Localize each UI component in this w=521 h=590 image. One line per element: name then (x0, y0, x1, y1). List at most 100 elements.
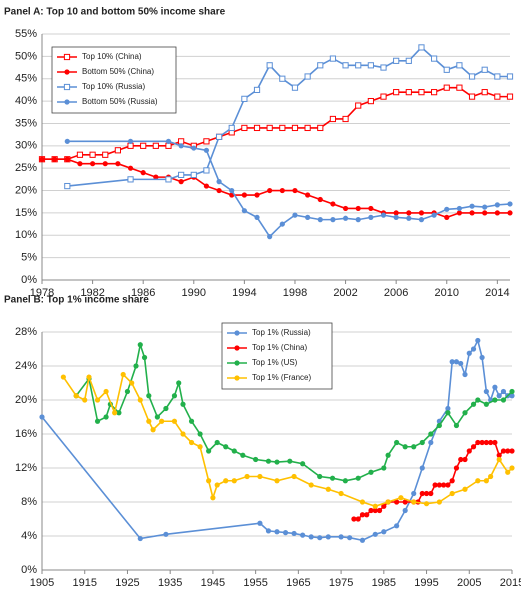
marker (355, 102, 362, 109)
marker (419, 490, 425, 497)
marker (355, 62, 362, 69)
marker (492, 439, 498, 446)
marker (456, 210, 463, 216)
marker (300, 532, 306, 538)
marker (274, 478, 280, 484)
marker (153, 174, 159, 180)
marker (406, 215, 412, 221)
marker (64, 182, 71, 190)
marker (291, 530, 297, 537)
x-tick-label: 2006 (384, 287, 408, 299)
marker (364, 512, 370, 518)
marker (216, 187, 222, 194)
marker (317, 217, 323, 223)
marker (359, 512, 366, 518)
x-tick-label: 1975 (329, 577, 353, 589)
marker (116, 410, 122, 416)
marker (266, 124, 273, 132)
marker (466, 350, 472, 356)
marker (163, 531, 169, 537)
marker (304, 73, 311, 80)
marker (494, 73, 501, 80)
x-tick-label: 1925 (115, 577, 139, 589)
marker (428, 439, 434, 446)
marker (500, 448, 507, 454)
marker (393, 214, 399, 220)
marker (483, 401, 489, 407)
marker (102, 161, 108, 167)
marker (431, 212, 437, 218)
marker (507, 210, 513, 216)
y-tick-label: 12% (15, 462, 37, 474)
y-tick-label: 20% (15, 394, 37, 406)
marker (114, 147, 121, 154)
marker (178, 143, 184, 149)
x-tick-label: 1990 (182, 287, 206, 299)
marker (381, 503, 387, 509)
marker (475, 478, 481, 484)
marker (329, 55, 337, 62)
marker (492, 397, 498, 403)
marker (254, 192, 260, 198)
marker (253, 124, 261, 132)
marker (292, 212, 298, 218)
marker (191, 145, 197, 151)
marker (120, 371, 126, 378)
x-tick-label: 1965 (286, 577, 310, 589)
x-tick-label: 2010 (435, 287, 459, 299)
marker (152, 142, 159, 149)
marker (380, 212, 387, 218)
marker (165, 176, 172, 183)
marker (203, 138, 210, 145)
marker (368, 214, 374, 220)
marker (317, 62, 324, 69)
marker (402, 499, 408, 505)
marker (445, 405, 451, 412)
marker (481, 89, 488, 96)
marker (133, 363, 139, 369)
x-tick-label: 1986 (131, 287, 155, 299)
marker (367, 62, 374, 69)
panel-title: Panel B: Top 1% income share (4, 295, 149, 306)
x-tick-label: 1945 (201, 577, 225, 589)
y-tick-label: 5% (21, 252, 37, 264)
marker (449, 478, 455, 484)
marker (372, 531, 378, 537)
marker (393, 210, 399, 216)
marker (89, 161, 96, 167)
marker (176, 380, 182, 386)
marker (359, 537, 366, 543)
marker (274, 459, 280, 465)
marker (64, 156, 70, 162)
marker (394, 523, 400, 529)
marker (402, 444, 408, 450)
marker (468, 73, 476, 80)
marker (265, 458, 272, 464)
marker (127, 176, 134, 183)
marker (165, 138, 172, 144)
marker (507, 201, 513, 207)
marker (418, 217, 425, 223)
marker (300, 461, 306, 467)
marker (127, 138, 134, 144)
marker (94, 418, 101, 424)
marker (368, 507, 374, 514)
marker (418, 44, 425, 51)
marker (428, 431, 434, 437)
marker (402, 507, 408, 514)
marker (458, 456, 464, 463)
marker (483, 478, 489, 484)
marker (329, 475, 336, 481)
marker (89, 151, 96, 158)
marker (253, 86, 261, 94)
marker (418, 89, 425, 96)
marker (445, 482, 451, 488)
marker (163, 405, 169, 412)
marker (253, 456, 259, 463)
marker (405, 89, 412, 96)
marker (178, 138, 185, 145)
y-tick-label: 8% (21, 496, 37, 508)
marker (180, 431, 186, 437)
marker (317, 473, 323, 480)
marker (241, 192, 247, 198)
